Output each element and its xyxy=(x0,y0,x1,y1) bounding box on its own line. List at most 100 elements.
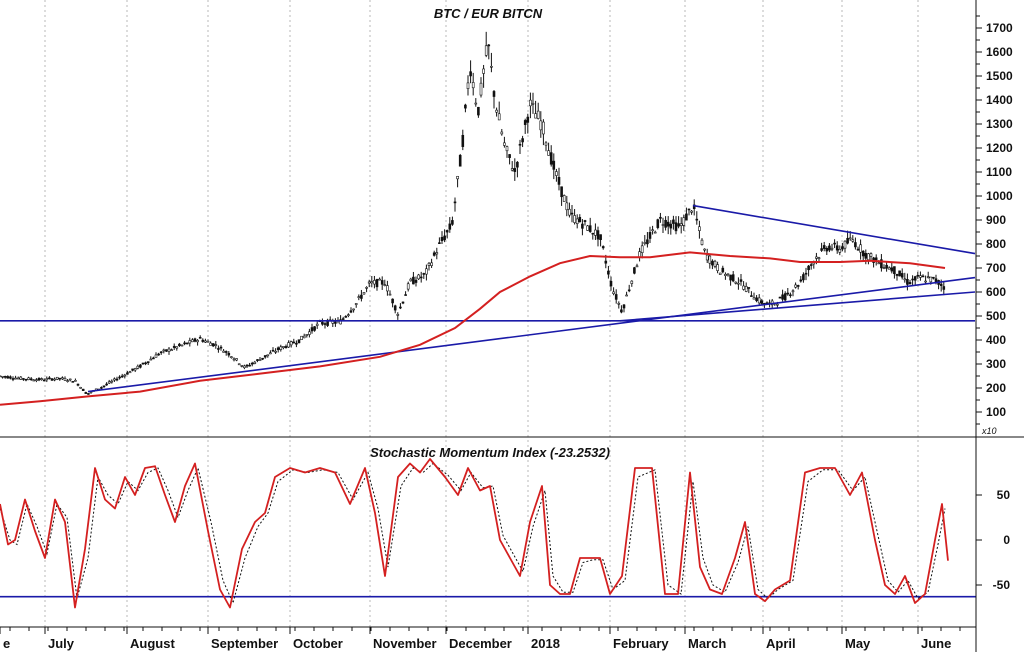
y-tick-label: 1700 xyxy=(986,21,1013,35)
price-candle-body xyxy=(206,340,210,343)
price-candle-body xyxy=(646,239,649,245)
price-candle-body xyxy=(237,363,241,366)
price-candle-body xyxy=(859,244,862,253)
price-candle-body xyxy=(495,109,498,113)
price-candle-body xyxy=(362,292,366,295)
price-candle-body xyxy=(126,372,129,375)
price-candle-body xyxy=(700,239,704,245)
price-candle-body xyxy=(934,278,938,283)
price-candle-body xyxy=(833,242,836,245)
price-candle-body xyxy=(591,232,595,235)
price-candle-body xyxy=(656,219,660,228)
price-candle-body xyxy=(874,257,878,261)
price-candle-body xyxy=(393,305,397,311)
price-candle-body xyxy=(622,304,626,309)
price-candle-body xyxy=(921,275,925,278)
price-candle-body xyxy=(178,343,181,347)
price-candle-body xyxy=(133,368,137,371)
y-tick-label: 700 xyxy=(986,261,1006,275)
price-candle-body xyxy=(40,378,43,380)
price-candle-body xyxy=(414,279,418,283)
price-candle-body xyxy=(690,210,693,213)
price-candle-body xyxy=(183,342,186,345)
price-candle-body xyxy=(510,168,514,171)
price-candle-body xyxy=(430,262,433,266)
price-candle-body xyxy=(557,177,561,185)
price-candle-body xyxy=(152,357,155,360)
price-candle-body xyxy=(633,267,636,274)
price-candle-body xyxy=(159,351,163,354)
price-candle-body xyxy=(406,283,410,290)
price-candle-body xyxy=(880,259,883,269)
price-candle-body xyxy=(648,232,652,239)
price-candle-body xyxy=(386,285,389,292)
price-candle-body xyxy=(612,291,615,294)
price-candle-body xyxy=(661,224,665,226)
price-candle-body xyxy=(908,282,912,285)
price-candle-body xyxy=(677,223,680,227)
price-candle-body xyxy=(79,387,82,389)
price-candle-body xyxy=(687,208,691,211)
scale-note: x10 xyxy=(981,426,997,436)
price-candle-body xyxy=(170,349,173,351)
price-candle-body xyxy=(269,352,272,355)
price-candle-body xyxy=(666,221,670,227)
price-candle-body xyxy=(419,276,423,279)
price-candle-body xyxy=(659,216,662,219)
price-candle-body xyxy=(258,359,262,362)
price-candle-body xyxy=(640,245,644,253)
x-tick-label: December xyxy=(449,636,512,651)
x-tick-label: June xyxy=(921,636,951,651)
price-candle-body xyxy=(113,378,116,381)
price-candle-body xyxy=(919,275,922,278)
price-candle-body xyxy=(893,266,896,275)
price-candle-body xyxy=(843,240,847,249)
price-candle-body xyxy=(383,284,387,286)
price-candle-body xyxy=(219,346,223,349)
price-candle-body xyxy=(617,302,621,305)
price-candle-body xyxy=(367,281,371,284)
price-candle-body xyxy=(451,220,454,225)
y-tick-label: 1400 xyxy=(986,93,1013,107)
y-tick-label: 1200 xyxy=(986,141,1013,155)
price-candle-body xyxy=(295,342,298,345)
price-candle-body xyxy=(518,143,522,146)
price-candle-body xyxy=(526,116,530,123)
y-tick-label: 1300 xyxy=(986,117,1013,131)
y-tick-label: 1000 xyxy=(986,189,1013,203)
price-candle-body xyxy=(274,350,277,353)
price-candle-body xyxy=(705,254,709,261)
price-candle-body xyxy=(547,150,550,156)
momentum-tick-label: 0 xyxy=(1003,533,1010,547)
price-candle-body xyxy=(906,278,909,285)
price-candle-body xyxy=(747,287,751,289)
trendline xyxy=(619,291,976,322)
trendline xyxy=(87,276,976,393)
price-candle-body xyxy=(289,341,293,346)
price-candle-body xyxy=(1,375,4,378)
price-candle-body xyxy=(900,273,904,278)
price-candle-body xyxy=(305,334,309,336)
price-candle-body xyxy=(752,297,756,300)
price-candle-body xyxy=(651,229,654,232)
price-candle-body xyxy=(185,342,189,345)
price-candle-body xyxy=(50,378,54,381)
price-candle-body xyxy=(209,342,212,346)
price-candle-body xyxy=(674,222,678,232)
momentum-tick-label: 50 xyxy=(997,488,1011,502)
price-chart-title: BTC / EUR BITCN xyxy=(434,6,543,21)
price-candle-body xyxy=(560,186,563,198)
price-candle-body xyxy=(144,362,147,365)
price-candle-body xyxy=(942,286,946,290)
price-candle-body xyxy=(279,346,283,350)
price-candle-body xyxy=(726,273,730,276)
price-candle-body xyxy=(204,340,207,343)
price-candle-body xyxy=(443,235,446,241)
price-candle-body xyxy=(198,337,202,339)
price-candle-body xyxy=(445,230,449,233)
price-candle-body xyxy=(149,358,153,361)
price-candle-body xyxy=(924,280,927,283)
price-candle-body xyxy=(399,306,402,309)
price-candle-body xyxy=(599,234,602,240)
price-candle-body xyxy=(417,274,420,280)
